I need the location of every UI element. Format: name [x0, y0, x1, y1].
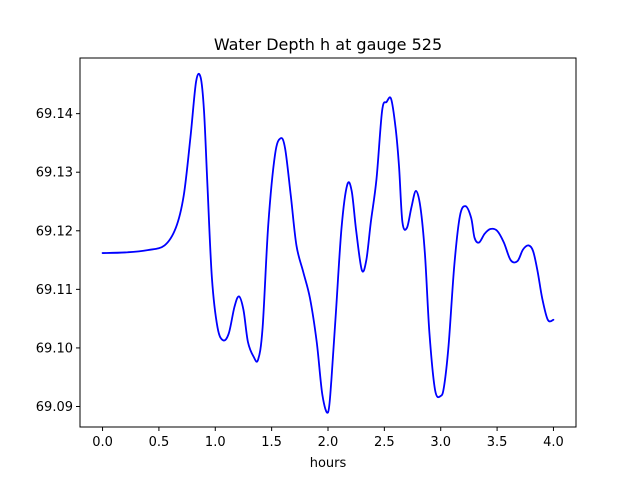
y-tick-label: 69.10 [36, 341, 73, 356]
x-tick-label: 2.0 [318, 435, 339, 450]
x-tick-label: 3.0 [430, 435, 451, 450]
y-axis-ticks: 69.09 69.10 69.11 69.12 69.13 69.14 [36, 107, 80, 415]
y-tick-label: 69.11 [36, 283, 73, 298]
plot-frame [79, 57, 577, 428]
y-tick-label: 69.13 [36, 166, 73, 181]
x-tick-label: 3.5 [487, 435, 508, 450]
chart-title: Water Depth h at gauge 525 [214, 35, 442, 54]
y-tick-label: 69.09 [36, 400, 73, 415]
x-tick-label: 1.0 [205, 435, 226, 450]
x-tick-label: 1.5 [261, 435, 282, 450]
x-axis-label: hours [310, 456, 347, 471]
x-tick-label: 2.5 [374, 435, 395, 450]
x-axis-ticks: 0.0 0.5 1.0 1.5 2.0 2.5 3.0 3.5 4.0 [92, 427, 564, 450]
y-tick-label: 69.14 [36, 107, 73, 122]
series-line [101, 72, 555, 414]
x-tick-label: 4.0 [543, 435, 564, 450]
plot-area [80, 58, 576, 427]
x-tick-label: 0.5 [149, 435, 170, 450]
x-tick-label: 0.0 [92, 435, 113, 450]
series-group [101, 72, 555, 414]
y-tick-label: 69.12 [36, 224, 73, 239]
